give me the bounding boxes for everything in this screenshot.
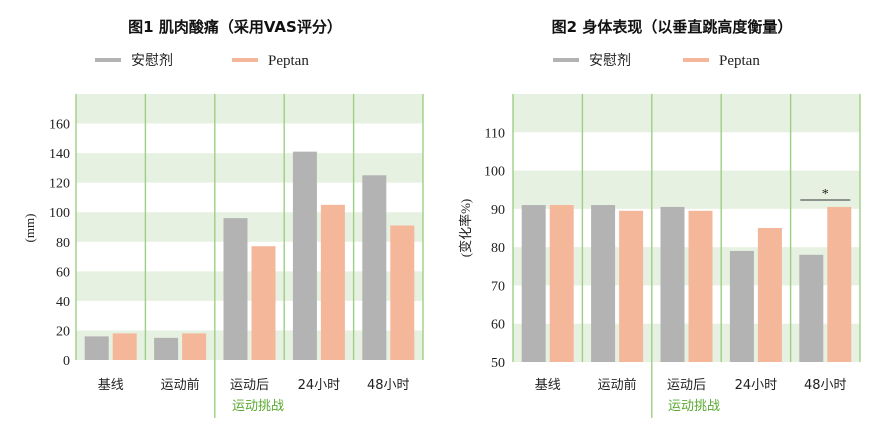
legend-swatch-2 <box>683 58 709 62</box>
bar-placebo <box>799 254 824 362</box>
y-tick-label: 100 <box>484 165 505 180</box>
y-tick-label: 70 <box>491 279 505 294</box>
chart-2: 图2 身体表现（以垂直跳高度衡量） 安慰剂 Peptan 50 60 70 80 90 100 1… <box>458 18 861 418</box>
y-tick-label: 80 <box>491 241 505 256</box>
bar-peptan <box>320 204 345 360</box>
y-axis-label: (mm) <box>22 214 37 243</box>
chart-1: 图1 肌肉酸痛（采用VAS评分） 安慰剂 Peptan 0 20 40 60 80 100 120… <box>22 18 424 418</box>
category-label: 运动前 <box>598 377 637 393</box>
y-tick-label: 40 <box>56 295 70 310</box>
y-tick-label: 50 <box>491 356 505 371</box>
y-tick-label: 140 <box>49 147 70 162</box>
y-tick-label: 160 <box>49 118 70 133</box>
category-label: 24小时 <box>735 378 778 393</box>
legend-label-1: 安慰剂 <box>589 52 631 69</box>
y-tick-label: 0 <box>63 354 70 369</box>
significance-marker: * <box>822 187 829 202</box>
bar-peptan <box>390 225 415 360</box>
bar-placebo <box>223 218 248 360</box>
legend-swatch-1 <box>553 58 579 62</box>
bar-peptan <box>182 333 207 360</box>
grid-band <box>513 94 860 121</box>
bar-peptan <box>251 246 276 360</box>
group-label: 运动挑战 <box>232 399 284 414</box>
group-label: 运动挑战 <box>668 399 720 414</box>
category-label: 运动后 <box>667 378 706 393</box>
category-label: 48小时 <box>804 378 847 393</box>
legend-label-2: Peptan <box>268 53 309 69</box>
bar-placebo <box>729 250 754 362</box>
legend-label-1: 安慰剂 <box>131 52 173 69</box>
bar-peptan <box>549 205 574 362</box>
y-tick-label: 100 <box>49 206 70 221</box>
chart-title: 图2 身体表现（以垂直跳高度衡量） <box>552 18 793 36</box>
bar-placebo <box>362 175 387 360</box>
category-label: 基线 <box>535 378 561 393</box>
y-tick-label: 20 <box>56 324 70 339</box>
y-tick-label: 90 <box>491 203 505 218</box>
category-label: 48小时 <box>367 378 410 393</box>
y-tick-label: 60 <box>491 318 505 333</box>
chart-title: 图1 肌肉酸痛（采用VAS评分） <box>128 18 342 36</box>
bar-peptan <box>619 210 644 362</box>
y-tick-label: 120 <box>49 177 70 192</box>
bar-peptan <box>112 333 137 360</box>
legend-swatch-1 <box>95 58 121 62</box>
category-label: 运动后 <box>230 378 269 393</box>
bar-peptan <box>688 210 713 362</box>
legend-label-2: Peptan <box>719 53 760 69</box>
bar-peptan <box>757 228 782 362</box>
y-tick-label: 80 <box>56 236 70 251</box>
category-label: 运动前 <box>161 377 200 393</box>
grid-band <box>513 170 860 209</box>
bar-placebo <box>521 205 546 362</box>
legend-swatch-2 <box>232 58 258 62</box>
grid-band <box>76 94 423 112</box>
category-label: 24小时 <box>298 378 341 393</box>
y-tick-label: 110 <box>485 126 505 141</box>
bar-placebo <box>591 205 616 362</box>
bar-peptan <box>827 206 852 362</box>
bar-placebo <box>292 151 317 360</box>
bar-placebo <box>660 206 685 362</box>
y-tick-label: 60 <box>56 265 70 280</box>
bar-placebo <box>84 336 109 360</box>
category-label: 基线 <box>98 378 124 393</box>
bar-placebo <box>154 337 179 360</box>
y-axis-label: (变化率%) <box>458 199 473 258</box>
